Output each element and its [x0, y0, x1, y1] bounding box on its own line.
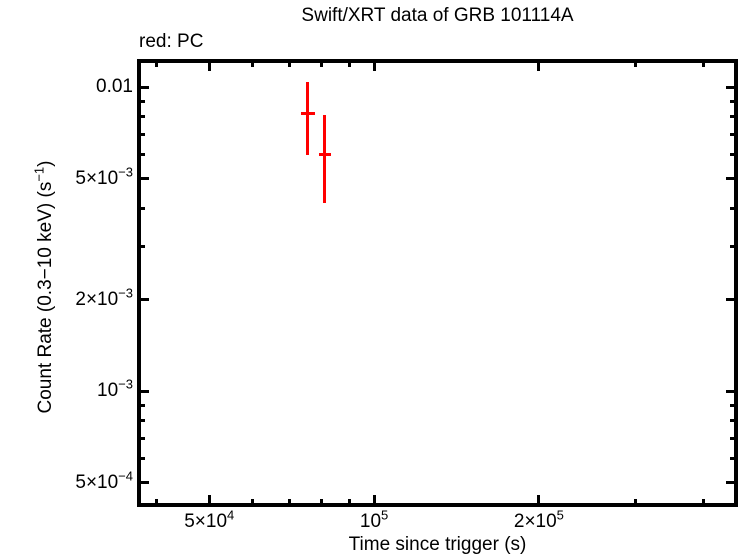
y-minor-tick — [137, 115, 145, 119]
x-minor-tick — [287, 59, 291, 67]
data-point-x-errorbar — [301, 112, 315, 116]
plot-area — [137, 59, 738, 507]
x-minor-tick — [347, 499, 351, 507]
y-minor-tick — [730, 206, 738, 210]
y-tick-label: 2×10−3 — [75, 285, 133, 310]
y-minor-tick — [137, 244, 145, 248]
x-major-tick — [537, 59, 541, 71]
y-minor-tick — [730, 132, 738, 136]
y-minor-tick — [137, 403, 145, 407]
y-minor-tick — [137, 153, 145, 157]
x-major-tick — [372, 495, 376, 507]
y-major-tick — [726, 298, 738, 302]
chart-title: Swift/XRT data of GRB 101114A — [301, 5, 574, 26]
x-minor-tick — [633, 499, 637, 507]
x-minor-tick — [251, 59, 255, 67]
plot-border-right — [734, 59, 738, 507]
plot-border-bottom — [137, 503, 738, 507]
x-minor-tick — [633, 59, 637, 67]
x-minor-tick — [702, 59, 706, 67]
data-point-y-errorbar — [323, 115, 327, 204]
y-minor-tick — [137, 457, 145, 461]
x-major-tick — [537, 495, 541, 507]
plot-border-top — [137, 59, 738, 63]
y-minor-tick — [730, 419, 738, 423]
y-major-tick — [726, 85, 738, 89]
y-major-tick — [137, 85, 149, 89]
y-minor-tick — [137, 99, 145, 103]
data-point-x-errorbar — [318, 153, 331, 157]
y-minor-tick — [137, 132, 145, 136]
y-minor-tick — [137, 206, 145, 210]
y-tick-label: 0.01 — [96, 76, 133, 98]
y-tick-label: 10−3 — [97, 376, 133, 402]
legend-label: red: PC — [139, 31, 204, 52]
y-major-tick — [726, 389, 738, 393]
x-major-tick — [372, 59, 376, 71]
y-minor-tick — [137, 419, 145, 423]
y-minor-tick — [730, 115, 738, 119]
x-minor-tick — [319, 499, 323, 507]
y-major-tick — [726, 481, 738, 485]
y-minor-tick — [730, 153, 738, 157]
x-major-tick — [207, 59, 211, 71]
x-minor-tick — [347, 59, 351, 67]
x-axis-title: Time since trigger (s) — [348, 534, 527, 555]
x-minor-tick — [154, 499, 158, 507]
y-minor-tick — [730, 436, 738, 440]
x-minor-tick — [154, 59, 158, 67]
y-minor-tick — [730, 244, 738, 248]
y-minor-tick — [730, 99, 738, 103]
x-minor-tick — [702, 499, 706, 507]
y-minor-tick — [730, 403, 738, 407]
y-major-tick — [137, 481, 149, 485]
x-tick-label: 5×104 — [184, 507, 235, 532]
x-tick-label: 105 — [359, 507, 389, 532]
y-major-tick — [137, 177, 149, 181]
x-minor-tick — [251, 499, 255, 507]
y-major-tick — [726, 177, 738, 181]
x-minor-tick — [287, 499, 291, 507]
y-axis-title: Count Rate (0.3−10 keV) (s−1) — [31, 160, 56, 414]
y-tick-label: 5×10−3 — [75, 164, 133, 189]
x-minor-tick — [319, 59, 323, 67]
x-tick-label: 2×105 — [513, 507, 564, 532]
y-tick-label: 5×10−4 — [75, 468, 133, 493]
data-point-y-errorbar — [306, 82, 310, 155]
y-major-tick — [137, 389, 149, 393]
y-major-tick — [137, 298, 149, 302]
y-minor-tick — [137, 436, 145, 440]
plot-border-left — [137, 59, 141, 507]
x-major-tick — [207, 495, 211, 507]
y-minor-tick — [730, 457, 738, 461]
